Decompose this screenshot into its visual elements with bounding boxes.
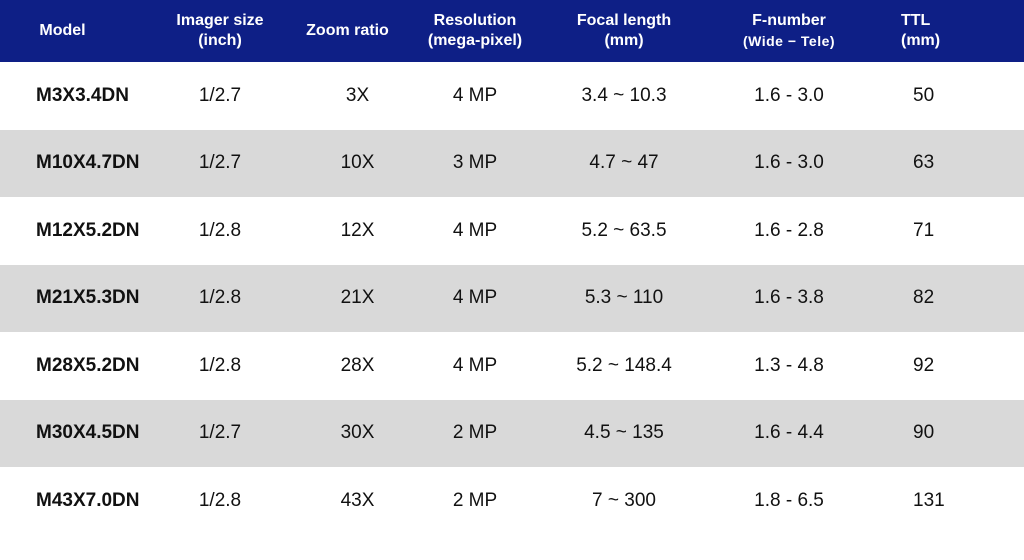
cell-f-number: 1.6 - 2.8 — [754, 219, 824, 241]
table-row: M21X5.3DN 1/2.8 21X 4 MP 5.3 ~ 110 1.6 -… — [0, 264, 1024, 332]
cell-focal-length: 7 ~ 300 — [592, 489, 656, 511]
header-zoom-ratio: Zoom ratio — [295, 0, 400, 62]
table-row: M12X5.2DN 1/2.8 12X 4 MP 5.2 ~ 63.5 1.6 … — [0, 197, 1024, 265]
cell-resolution: 4 MP — [452, 354, 498, 376]
cell-ttl: 50 — [913, 84, 935, 106]
cell-f-number: 1.6 - 3.8 — [754, 287, 824, 309]
cell-f-number: 1.6 - 3.0 — [754, 152, 824, 174]
header-imager-size-unit: (inch) — [198, 32, 242, 49]
cell-imager-size: 1/2.7 — [198, 152, 242, 174]
cell-zoom-ratio: 30X — [340, 422, 375, 444]
cell-resolution: 4 MP — [452, 219, 498, 241]
cell-model: M43X7.0DN — [36, 489, 140, 511]
cell-ttl: 92 — [913, 354, 935, 376]
cell-focal-length: 5.2 ~ 63.5 — [581, 219, 667, 241]
cell-resolution: 4 MP — [452, 84, 498, 106]
cell-focal-length: 5.3 ~ 110 — [584, 287, 664, 309]
cell-ttl: 63 — [913, 152, 935, 174]
header-model: Model — [0, 0, 145, 62]
cell-ttl: 71 — [913, 219, 935, 241]
table-row: M43X7.0DN 1/2.8 43X 2 MP 7 ~ 300 1.8 - 6… — [0, 467, 1024, 535]
header-ttl-unit: (mm) — [901, 32, 941, 49]
cell-focal-length: 3.4 ~ 10.3 — [581, 84, 667, 106]
header-zoom-ratio-label: Zoom ratio — [306, 22, 389, 39]
cell-focal-length: 5.2 ~ 148.4 — [576, 354, 672, 376]
cell-resolution: 2 MP — [452, 489, 498, 511]
cell-f-number: 1.8 - 6.5 — [754, 489, 824, 511]
cell-imager-size: 1/2.8 — [198, 354, 242, 376]
cell-ttl: 90 — [913, 422, 935, 444]
table-row: M28X5.2DN 1/2.8 28X 4 MP 5.2 ~ 148.4 1.3… — [0, 332, 1024, 400]
header-resolution-unit: (mega-pixel) — [427, 32, 523, 49]
header-resolution: Resolution (mega-pixel) — [400, 0, 550, 62]
header-row: Model Imager size (inch) Zoom ratio Reso… — [0, 0, 1024, 62]
header-focal-length: Focal length (mm) — [550, 0, 698, 62]
cell-focal-length: 4.7 ~ 47 — [589, 152, 659, 174]
cell-imager-size: 1/2.8 — [198, 489, 242, 511]
cell-resolution: 2 MP — [452, 422, 498, 444]
cell-resolution: 3 MP — [452, 152, 498, 174]
table-body: M3X3.4DN 1/2.7 3X 4 MP 3.4 ~ 10.3 1.6 - … — [0, 62, 1024, 535]
table-row: M30X4.5DN 1/2.7 30X 2 MP 4.5 ~ 135 1.6 -… — [0, 399, 1024, 467]
header-model-label: Model — [39, 22, 86, 39]
cell-model: M30X4.5DN — [36, 422, 140, 444]
cell-focal-length: 4.5 ~ 135 — [584, 422, 664, 444]
header-imager-size-label: Imager size — [176, 12, 264, 29]
cell-model: M10X4.7DN — [36, 152, 140, 174]
lens-spec-table: Model Imager size (inch) Zoom ratio Reso… — [0, 0, 1024, 535]
table-row: M10X4.7DN 1/2.7 10X 3 MP 4.7 ~ 47 1.6 - … — [0, 129, 1024, 197]
header-f-number-label: F-number — [752, 12, 826, 29]
cell-zoom-ratio: 43X — [340, 489, 375, 511]
header-imager-size: Imager size (inch) — [145, 0, 295, 62]
header-ttl-label: TTL — [901, 12, 931, 29]
header-f-number: F-number (Wide − Tele) — [698, 0, 880, 62]
cell-zoom-ratio: 12X — [340, 219, 375, 241]
header-ttl: TTL (mm) — [880, 0, 1024, 62]
header-resolution-label: Resolution — [433, 12, 517, 29]
cell-resolution: 4 MP — [452, 287, 498, 309]
cell-ttl: 131 — [913, 489, 945, 511]
cell-imager-size: 1/2.8 — [198, 287, 242, 309]
cell-model: M21X5.3DN — [36, 287, 140, 309]
cell-zoom-ratio: 21X — [340, 287, 375, 309]
cell-zoom-ratio: 10X — [340, 152, 375, 174]
header-focal-length-unit: (mm) — [604, 32, 644, 49]
cell-zoom-ratio: 3X — [345, 84, 370, 106]
header-f-number-range: (Wide − Tele) — [742, 33, 836, 49]
cell-ttl: 82 — [913, 287, 935, 309]
cell-imager-size: 1/2.7 — [198, 422, 242, 444]
cell-imager-size: 1/2.8 — [198, 219, 242, 241]
cell-f-number: 1.6 - 3.0 — [754, 84, 824, 106]
cell-f-number: 1.6 - 4.4 — [754, 422, 824, 444]
cell-model: M12X5.2DN — [36, 219, 140, 241]
table-header: Model Imager size (inch) Zoom ratio Reso… — [0, 0, 1024, 62]
cell-imager-size: 1/2.7 — [198, 84, 242, 106]
table-row: M3X3.4DN 1/2.7 3X 4 MP 3.4 ~ 10.3 1.6 - … — [0, 62, 1024, 130]
cell-f-number: 1.3 - 4.8 — [754, 354, 824, 376]
cell-model: M28X5.2DN — [36, 354, 140, 376]
cell-zoom-ratio: 28X — [340, 354, 375, 376]
cell-model: M3X3.4DN — [36, 84, 129, 106]
header-focal-length-label: Focal length — [576, 12, 672, 29]
